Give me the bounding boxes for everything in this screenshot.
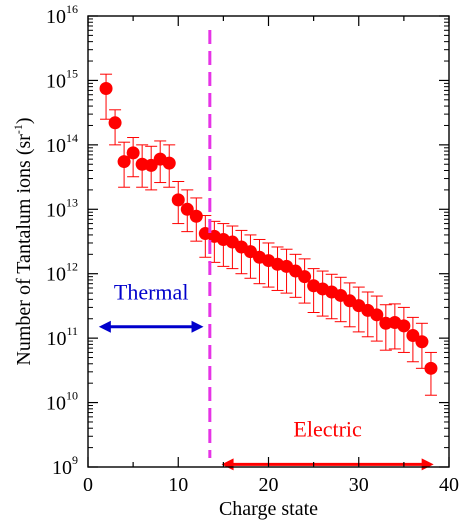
x-tick-labels: 0 10 20 30 40 — [83, 474, 459, 496]
arrow-head-left — [98, 320, 111, 333]
data-point — [189, 209, 203, 223]
y-tick-label-base: 10 — [52, 457, 72, 479]
electric-arrow — [221, 458, 434, 471]
data-point — [126, 146, 140, 160]
thermal-label: Thermal — [114, 279, 189, 304]
y-tick-label-exponent: 15 — [66, 66, 78, 80]
y-tick-label: 1016 — [46, 2, 78, 28]
y-tick-label-exponent: 13 — [66, 195, 78, 209]
data-point — [171, 193, 185, 207]
y-tick-label: 1012 — [46, 260, 78, 286]
data-point — [108, 116, 122, 130]
y-tick-label-exponent: 14 — [66, 131, 78, 145]
y-tick-label: 1011 — [46, 324, 78, 350]
x-ticks — [87, 16, 450, 467]
electric-label: Electric — [293, 416, 362, 441]
y-tick-label-exponent: 12 — [66, 260, 78, 274]
y-tick-label-base: 10 — [46, 6, 66, 28]
y-tick-label: 1013 — [46, 195, 78, 221]
y-tick-label-base: 10 — [46, 264, 66, 286]
y-tick-label-base: 10 — [46, 328, 66, 350]
y-ticks — [88, 15, 449, 468]
data-point — [406, 328, 420, 342]
y-tick-label: 109 — [52, 453, 78, 479]
y-tick-label-base: 10 — [46, 393, 66, 415]
x-tick-label: 20 — [259, 474, 279, 496]
y-axis-title-main: Number of Tantalum ions (sr — [13, 134, 35, 366]
y-axis-title-close: ) — [13, 117, 35, 124]
thermal-arrow — [98, 320, 204, 333]
data-point — [144, 158, 158, 172]
data-point — [117, 155, 131, 169]
data-point — [397, 319, 411, 333]
y-axis-title: Number of Tantalum ions (sr-1) — [11, 117, 35, 365]
data-point — [99, 81, 113, 95]
data-point — [180, 202, 194, 216]
y-axis-title-sup: -1 — [11, 124, 25, 134]
y-tick-label: 1014 — [46, 131, 78, 157]
data-points — [99, 81, 438, 375]
y-tick-label: 1010 — [46, 389, 78, 415]
x-tick-label: 30 — [349, 474, 369, 496]
x-axis-title: Charge state — [219, 498, 318, 520]
y-tick-label: 1015 — [46, 66, 78, 92]
data-point — [415, 335, 429, 349]
x-tick-label: 0 — [83, 474, 93, 496]
y-tick-label-exponent: 9 — [72, 453, 78, 467]
y-tick-label-base: 10 — [46, 199, 66, 221]
data-point — [370, 308, 384, 322]
x-tick-label: 10 — [168, 474, 188, 496]
error-bars — [100, 73, 437, 396]
data-point — [424, 361, 438, 375]
arrow-head-right — [191, 320, 204, 333]
y-tick-label-exponent: 16 — [66, 2, 78, 16]
y-tick-label-base: 10 — [46, 135, 66, 157]
arrow-head-right — [421, 458, 434, 471]
y-tick-label-exponent: 11 — [66, 324, 78, 338]
data-point — [162, 156, 176, 170]
data-point — [298, 270, 312, 284]
x-tick-label: 40 — [439, 474, 459, 496]
y-tick-label-exponent: 10 — [66, 389, 78, 403]
y-tick-label-base: 10 — [46, 70, 66, 92]
plot-frame — [87, 15, 450, 468]
